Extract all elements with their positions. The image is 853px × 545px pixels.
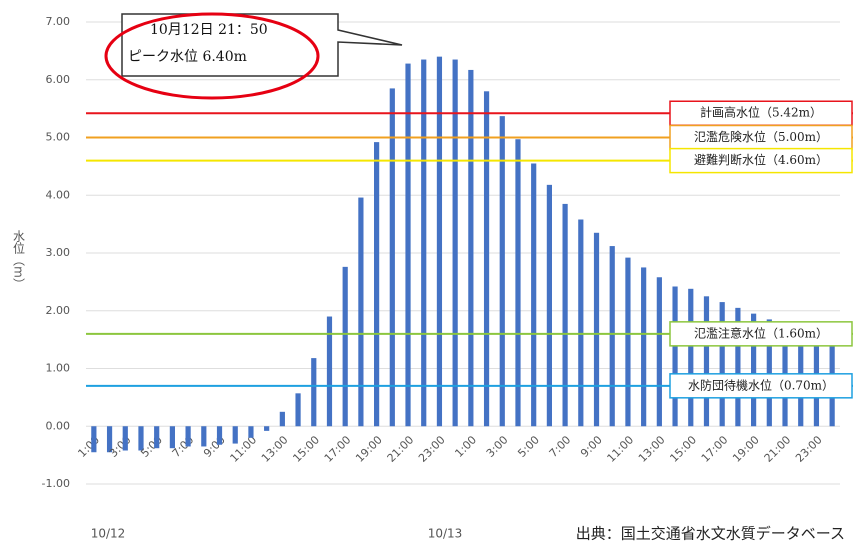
- x-tick-label: 17:00: [699, 433, 731, 465]
- y-label: 水位（m）: [12, 230, 26, 290]
- reference-label-box: [669, 124, 853, 151]
- bar: [672, 286, 678, 427]
- bar: [232, 426, 238, 444]
- annotation-line: 10月12日 21：50: [150, 22, 268, 38]
- bar: [719, 302, 725, 427]
- y-tick-label: 5.00: [46, 131, 71, 144]
- source: 出典：国土交通省水文水質データベース: [576, 525, 845, 543]
- reference-label-box: [669, 100, 853, 126]
- bar: [358, 197, 364, 427]
- reference-label-box: [669, 373, 853, 399]
- x-tick-label: 1:00: [75, 433, 102, 460]
- x-tick-label: 11:00: [228, 433, 260, 465]
- bar: [688, 288, 694, 427]
- x-tick-label: 23:00: [416, 433, 448, 465]
- bar: [248, 426, 254, 438]
- x-tick-label: 15:00: [290, 433, 322, 465]
- x-tick-label: 1:00: [452, 433, 479, 460]
- x-tick-label: 13:00: [259, 433, 291, 465]
- reference-label: 計画高水位（5.42m）: [700, 105, 822, 120]
- bar: [216, 426, 223, 445]
- bar: [452, 59, 458, 427]
- reference-label: 避難判断水位（4.60m）: [694, 152, 828, 167]
- bar: [311, 358, 317, 427]
- bar: [703, 296, 710, 427]
- bar: [122, 426, 128, 451]
- bar: [656, 277, 662, 427]
- x-tick-label: 15:00: [667, 433, 699, 465]
- bar: [641, 267, 647, 427]
- bar: [374, 142, 380, 427]
- bar: [436, 56, 443, 427]
- date-label: 10/13: [428, 527, 463, 541]
- bar: [625, 257, 631, 427]
- y-axis-title: 水位（m）: [12, 230, 26, 290]
- bar: [562, 203, 568, 427]
- bar: [138, 426, 144, 451]
- bar: [185, 426, 191, 447]
- y-tick-label: 3.00: [46, 246, 71, 259]
- bar: [264, 426, 270, 431]
- bar: [515, 139, 521, 427]
- x-tick-label: 19:00: [730, 433, 762, 465]
- bar: [295, 393, 301, 427]
- bar: [421, 59, 427, 427]
- x-tick-label: 17:00: [322, 433, 354, 465]
- bar: [279, 411, 285, 427]
- bar: [91, 426, 97, 453]
- x-tick-label: 21:00: [762, 433, 794, 465]
- x-tick-label: 5:00: [515, 433, 542, 460]
- annotation-line: ピーク水位 6.40m: [128, 49, 247, 65]
- bar: [766, 319, 772, 427]
- date-label: 10/12: [91, 527, 126, 541]
- bar: [468, 69, 474, 427]
- bar: [735, 307, 741, 427]
- x-tick-label: 23:00: [793, 433, 825, 465]
- bar: [405, 63, 411, 427]
- bar: [326, 316, 333, 427]
- reference-label: 水防団待機水位（0.70m）: [688, 377, 834, 392]
- bar: [342, 266, 348, 427]
- x-tick-label: 13:00: [636, 433, 668, 465]
- bar: [499, 116, 505, 427]
- reference-label: 氾濫危険水位（5.00m）: [694, 129, 828, 144]
- bar: [106, 426, 113, 453]
- callout-box: [121, 13, 403, 77]
- y-tick-label: 2.00: [46, 304, 71, 317]
- bar: [609, 246, 615, 427]
- annotation: 10月12日 21：50 ピーク水位 6.40m: [104, 12, 403, 100]
- bar: [578, 219, 584, 427]
- bar: [389, 88, 395, 427]
- y-tick-label: 7.00: [46, 15, 71, 28]
- reference-label: 氾濫注意水位（1.60m）: [694, 325, 828, 340]
- y-tick-label: 1.00: [46, 362, 71, 375]
- x-tick-label: 19:00: [353, 433, 385, 465]
- highlight-ellipse: [104, 12, 320, 100]
- bar: [154, 426, 160, 449]
- bar: [531, 163, 537, 427]
- bar: [169, 426, 175, 449]
- y-tick-label: 4.00: [46, 188, 71, 201]
- x-tick-label: 21:00: [385, 433, 417, 465]
- y-tick-label: 6.00: [46, 73, 71, 86]
- reference-label-box: [669, 147, 853, 174]
- x-tick-label: 9:00: [578, 433, 605, 460]
- x-tick-label: 7:00: [547, 433, 574, 460]
- y-tick-label: -1.00: [42, 477, 70, 490]
- bar: [201, 426, 207, 447]
- y-tick-label: 0.00: [46, 419, 71, 432]
- bar: [483, 91, 490, 427]
- x-tick-label: 11:00: [605, 433, 637, 465]
- reference-label-box: [669, 321, 853, 347]
- x-tick-label: 3:00: [484, 433, 511, 460]
- bar: [593, 232, 600, 427]
- bar: [546, 184, 552, 427]
- bar: [751, 313, 757, 427]
